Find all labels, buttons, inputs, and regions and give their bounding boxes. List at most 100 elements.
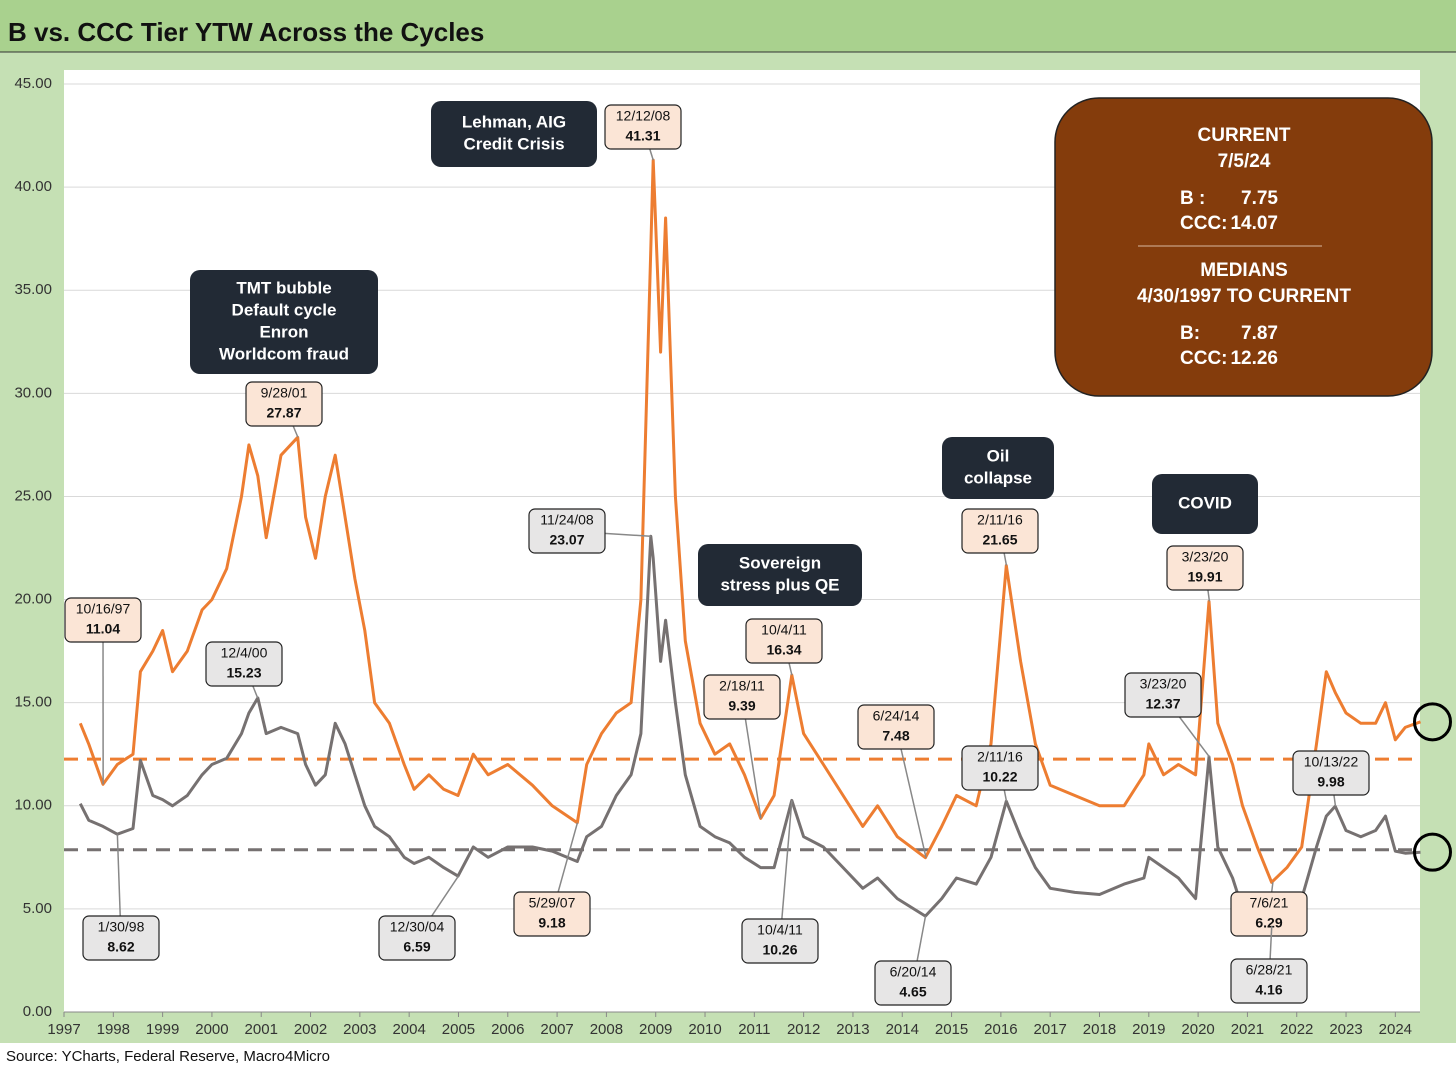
- callout-date: 6/28/21: [1246, 962, 1293, 978]
- callout-value: 8.62: [107, 939, 134, 955]
- x-tick-label: 2021: [1231, 1021, 1264, 1038]
- summary-row-label: CCC:: [1180, 348, 1228, 369]
- callout-date: 10/4/11: [761, 622, 807, 638]
- callout-date: 3/23/20: [1140, 676, 1187, 692]
- callout-date: 10/4/11: [757, 922, 803, 938]
- x-tick-label: 2017: [1033, 1021, 1066, 1038]
- chart-title: B vs. CCC Tier YTW Across the Cycles: [8, 17, 484, 47]
- x-tick-label: 2010: [688, 1021, 721, 1038]
- x-tick-label: 2013: [836, 1021, 869, 1038]
- x-tick-label: 2018: [1083, 1021, 1116, 1038]
- callout-value: 9.18: [538, 915, 565, 931]
- event-label: Worldcom fraud: [219, 344, 349, 363]
- callout-value: 10.26: [762, 942, 797, 958]
- summary-medians-period: 4/30/1997 TO CURRENT: [1137, 286, 1351, 307]
- summary-medians-title: MEDIANS: [1200, 260, 1288, 281]
- summary-row-label: B :: [1180, 188, 1205, 209]
- callout-value: 4.65: [899, 984, 926, 1000]
- x-tick-label: 2001: [245, 1021, 278, 1038]
- x-tick-label: 1999: [146, 1021, 179, 1038]
- callout-date: 2/11/16: [977, 749, 1023, 765]
- callout-date: 6/24/14: [873, 708, 920, 724]
- callout-value: 6.59: [403, 939, 430, 955]
- x-tick-label: 2020: [1181, 1021, 1214, 1038]
- y-tick-label: 10.00: [14, 797, 52, 814]
- callout-date: 11/24/08: [540, 512, 594, 528]
- callout-date: 3/23/20: [1182, 549, 1229, 565]
- event-label: Enron: [259, 322, 308, 341]
- x-tick-label: 2009: [639, 1021, 672, 1038]
- y-tick-label: 45.00: [14, 75, 52, 92]
- callout-date: 6/20/14: [890, 964, 937, 980]
- x-tick-label: 2012: [787, 1021, 820, 1038]
- event-label: Lehman, AIG: [462, 112, 566, 131]
- x-tick-label: 2007: [540, 1021, 573, 1038]
- summary-row-value: 7.75: [1241, 188, 1278, 209]
- y-tick-label: 20.00: [14, 591, 52, 608]
- x-tick-label: 2004: [392, 1021, 425, 1038]
- x-tick-label: 2005: [442, 1021, 475, 1038]
- callout-date: 1/30/98: [98, 919, 145, 935]
- callout-date: 2/11/16: [977, 512, 1023, 528]
- x-tick-label: 2002: [294, 1021, 327, 1038]
- x-tick-label: 2008: [590, 1021, 623, 1038]
- x-tick-label: 1997: [47, 1021, 80, 1038]
- callout-value: 19.91: [1187, 569, 1222, 585]
- summary-title: CURRENT: [1198, 125, 1291, 146]
- y-tick-label: 5.00: [23, 900, 52, 917]
- x-tick-label: 2011: [738, 1021, 770, 1038]
- x-tick-label: 2019: [1132, 1021, 1165, 1038]
- callout-value: 12.37: [1145, 696, 1180, 712]
- y-tick-label: 30.00: [14, 384, 52, 401]
- x-tick-label: 2023: [1329, 1021, 1362, 1038]
- y-tick-label: 25.00: [14, 487, 52, 504]
- event-label: COVID: [1178, 493, 1232, 512]
- event-label: TMT bubble: [236, 278, 331, 297]
- callout-date: 10/13/22: [1304, 754, 1359, 770]
- event-label: Default cycle: [232, 300, 337, 319]
- x-tick-label: 2015: [935, 1021, 968, 1038]
- event-label: Sovereign: [739, 553, 821, 572]
- callout-date: 12/30/04: [390, 919, 445, 935]
- y-tick-label: 40.00: [14, 178, 52, 195]
- x-tick-label: 2003: [343, 1021, 376, 1038]
- callout-value: 9.98: [1317, 774, 1344, 790]
- y-tick-label: 0.00: [23, 1003, 52, 1020]
- callout-value: 23.07: [549, 532, 584, 548]
- callout-date: 10/16/97: [76, 601, 131, 617]
- callout-date: 5/29/07: [529, 895, 576, 911]
- x-tick-label: 2006: [491, 1021, 524, 1038]
- summary-row-value: 14.07: [1230, 213, 1278, 234]
- x-tick-label: 2016: [984, 1021, 1017, 1038]
- callout-value: 6.29: [1255, 915, 1282, 931]
- callout-value: 7.48: [882, 728, 909, 744]
- event-label: Credit Crisis: [463, 134, 564, 153]
- callout-date: 12/4/00: [221, 645, 268, 661]
- callout-value: 9.39: [728, 698, 755, 714]
- callout-date: 12/12/08: [616, 108, 671, 124]
- callout-value: 4.16: [1255, 982, 1282, 998]
- callout-value: 16.34: [766, 642, 801, 658]
- callout-date: 9/28/01: [261, 385, 308, 401]
- callout-value: 21.65: [982, 532, 1017, 548]
- summary-row-value: 7.87: [1241, 323, 1278, 344]
- callout-value: 11.04: [86, 621, 120, 637]
- callout-value: 27.87: [266, 405, 301, 421]
- event-label: stress plus QE: [720, 575, 839, 594]
- callout-value: 15.23: [226, 665, 261, 681]
- summary-row-label: CCC:: [1180, 213, 1228, 234]
- event-label: Oil: [987, 446, 1010, 465]
- callout-date: 7/6/21: [1250, 895, 1289, 911]
- x-tick-label: 2022: [1280, 1021, 1313, 1038]
- y-tick-label: 35.00: [14, 281, 52, 298]
- x-tick-label: 2014: [886, 1021, 919, 1038]
- summary-row-label: B:: [1180, 323, 1200, 344]
- callout-value: 10.22: [982, 769, 1017, 785]
- x-tick-label: 2024: [1379, 1021, 1412, 1038]
- summary-row-value: 12.26: [1230, 348, 1278, 369]
- event-label: collapse: [964, 468, 1032, 487]
- x-tick-label: 2000: [195, 1021, 228, 1038]
- summary-date: 7/5/24: [1218, 151, 1271, 172]
- y-tick-label: 15.00: [14, 694, 52, 711]
